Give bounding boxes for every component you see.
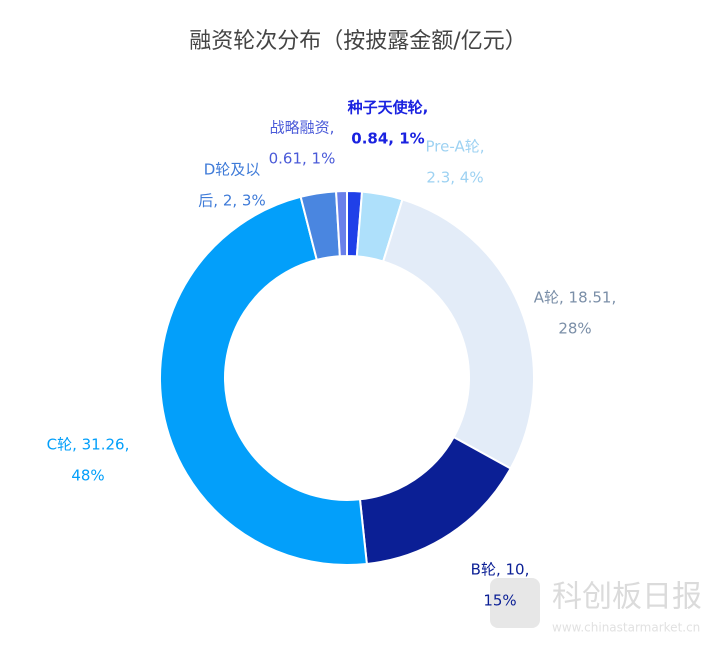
watermark-name: 科创板日报 <box>552 580 702 615</box>
chart-title: 融资轮次分布（按披露金额/亿元） <box>189 29 526 54</box>
slice-label: A轮, 18.51, <box>534 289 617 307</box>
watermark-url: www.chinastarmarket.cn <box>552 621 700 635</box>
slice-label: 0.84, 1% <box>351 130 424 148</box>
watermark-logo <box>490 578 540 628</box>
slice-label: 15% <box>483 592 516 610</box>
slice-label: 战略融资, <box>270 119 335 137</box>
donut-slice <box>158 195 368 566</box>
slice-label: D轮及以 <box>204 161 261 179</box>
slice-label: Pre-A轮, <box>426 138 485 156</box>
slice-label: 后, 2, 3% <box>198 192 265 210</box>
donut-slice <box>358 435 512 566</box>
donut-slice <box>335 189 348 258</box>
slice-label: 2.3, 4% <box>426 169 483 187</box>
slice-label: C轮, 31.26, <box>47 436 130 454</box>
slice-label: B轮, 10, <box>471 561 530 579</box>
slice-label: 0.61, 1% <box>269 150 336 168</box>
slice-label: 种子天使轮, <box>347 99 429 117</box>
slice-label: 48% <box>71 467 104 485</box>
slice-label: 28% <box>558 320 591 338</box>
watermark: 科创板日报 www.chinastarmarket.cn <box>490 578 702 635</box>
donut-slice <box>381 198 535 470</box>
